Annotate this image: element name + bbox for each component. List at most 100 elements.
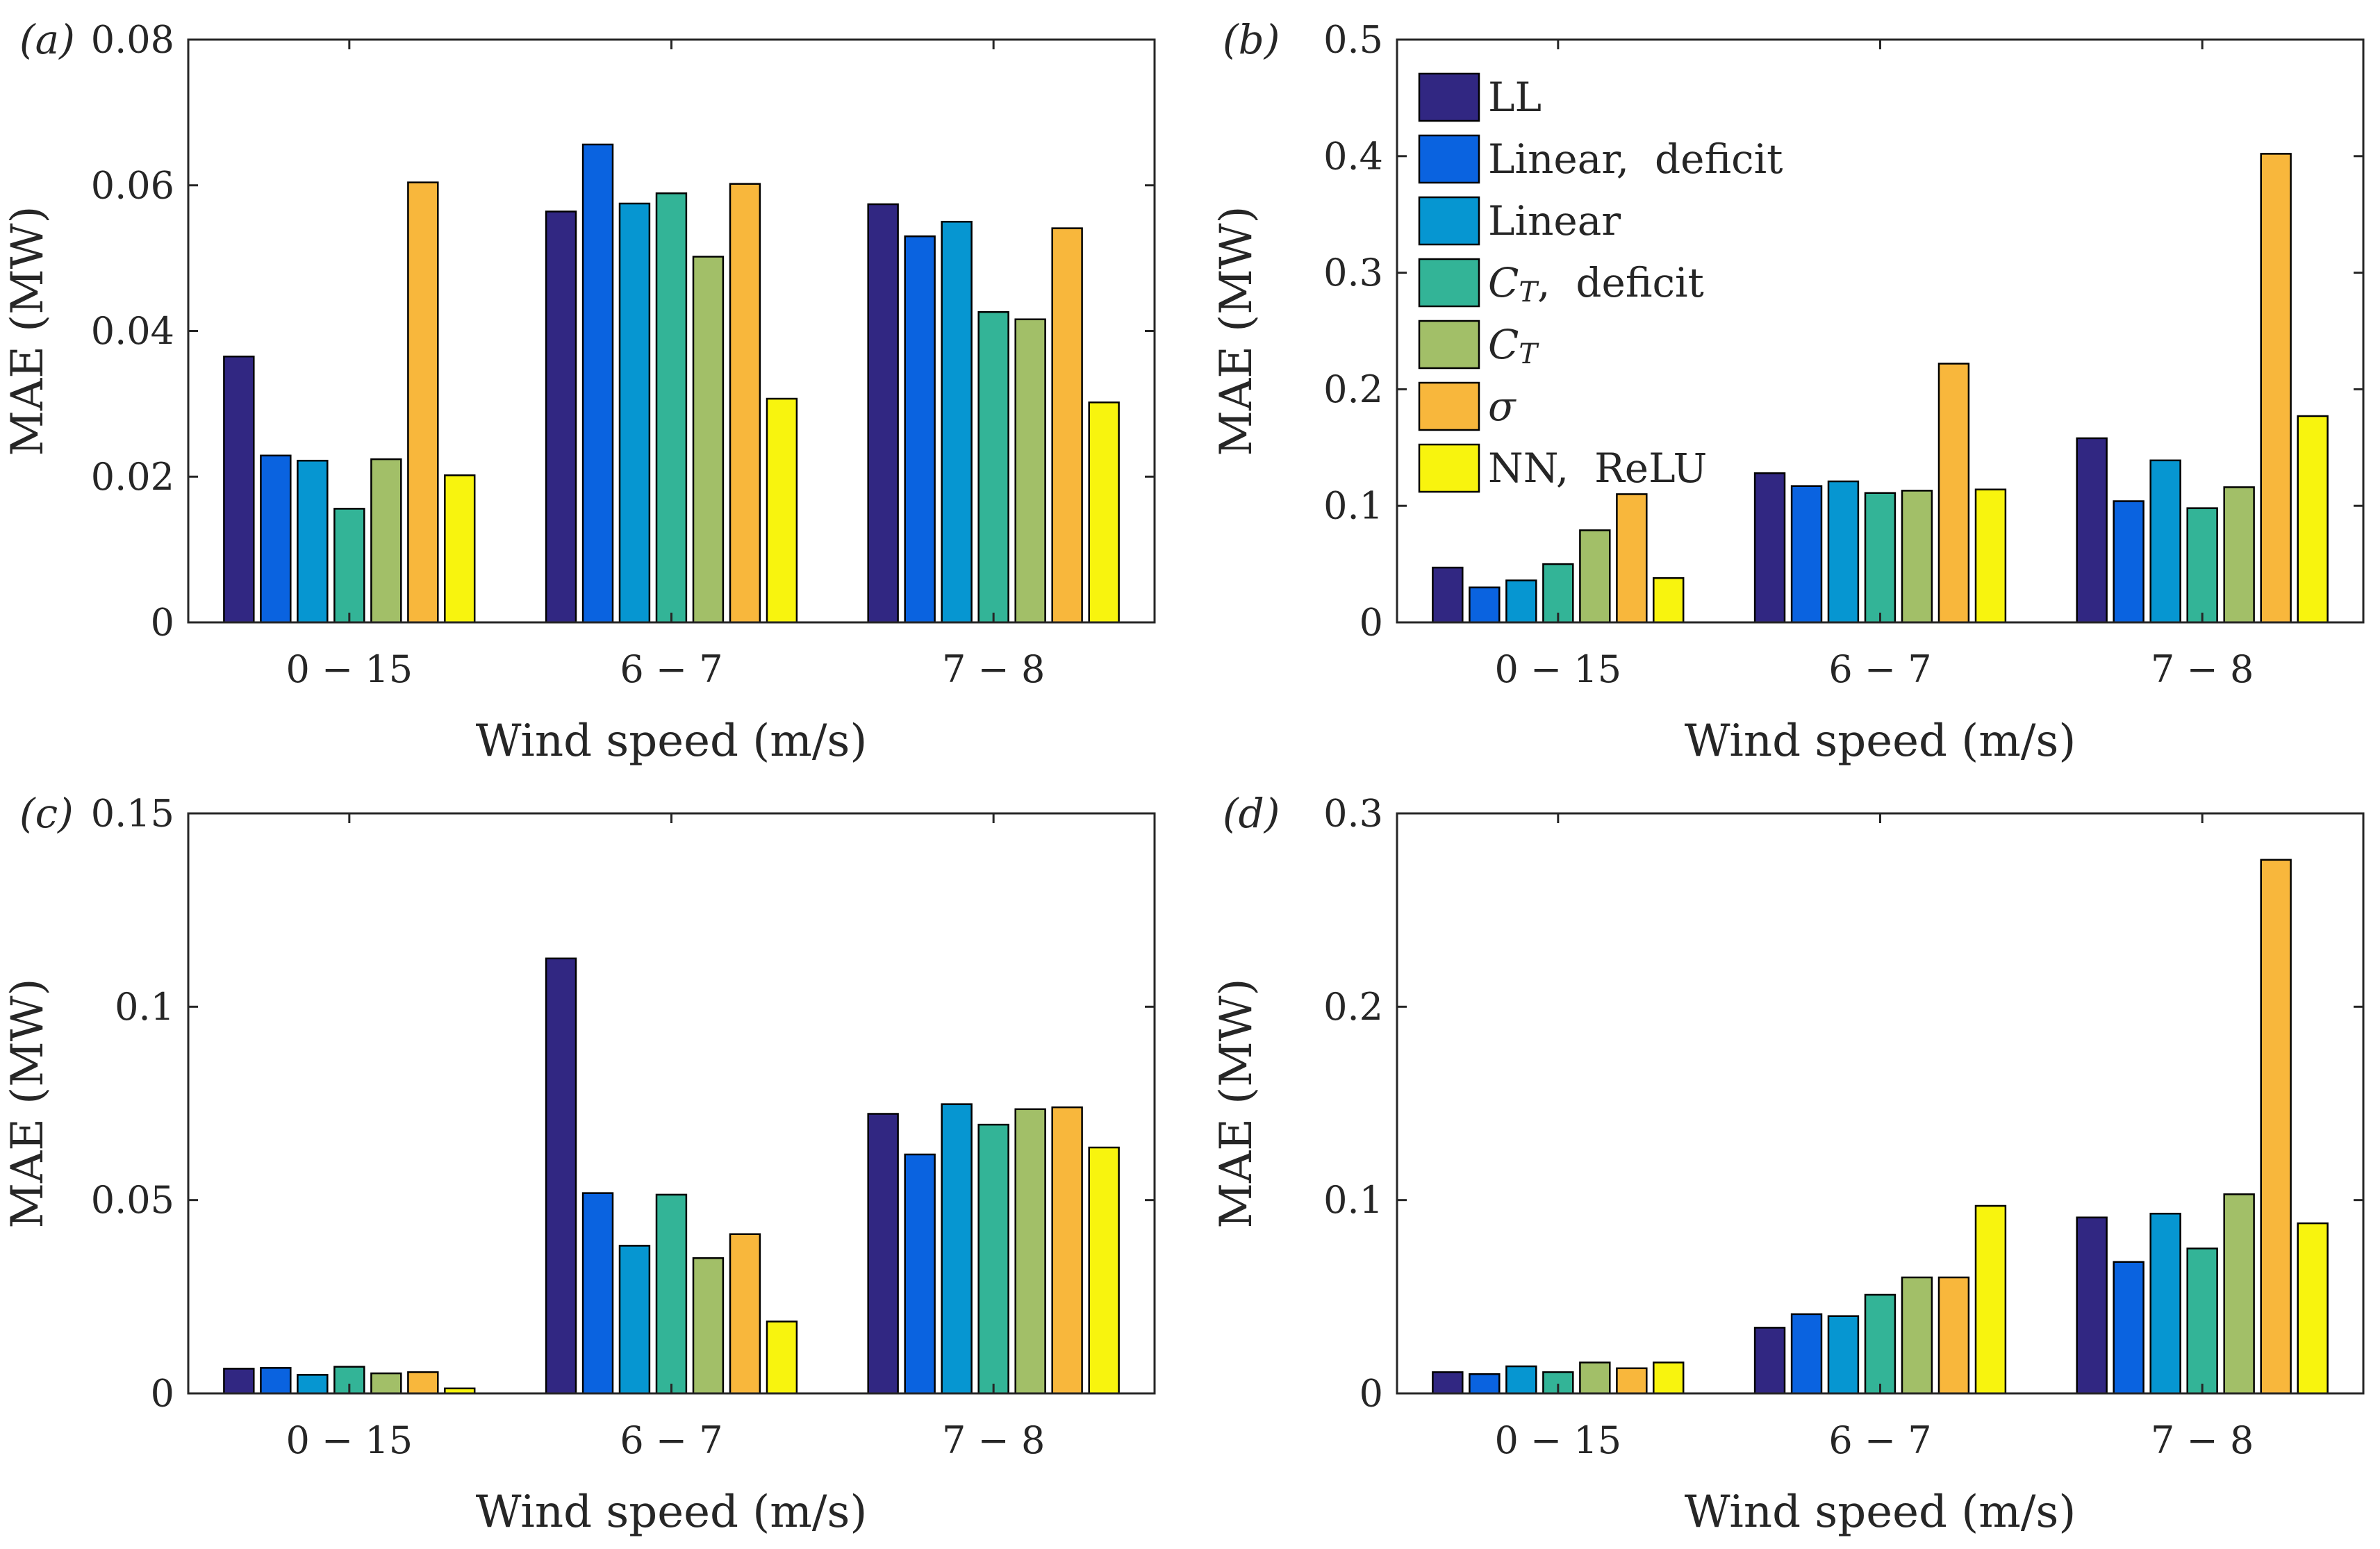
chart-panel-2: 0 0.05 0.1 0.15 0 − 15 6 − 7 7 − 8 Wind speed (… [2,790,1156,1538]
legend-label-: σ [1488,383,1517,430]
bar-linear-0-15 [297,1374,329,1395]
x-tick-label: 6 − 7 [1828,647,1931,691]
y-tick-label: 0.1 [1323,1178,1383,1222]
y-tick-label: 0.08 [91,18,174,62]
y-axis-label: MAE (MW) [1211,206,1262,456]
bar--6-7 [1937,363,1970,624]
bar--6-7 [729,1233,761,1395]
bar--7-8 [2260,153,2292,624]
bar-linear-deficit-6-7 [581,1192,614,1395]
panel-label: (b) [1223,16,1280,63]
bar-ll-6-7 [545,210,577,624]
bar-c-t-7-8 [2223,1193,2255,1395]
chart-panel-0: 0 0.02 0.04 0.06 0.08 0 − 15 6 − 7 7 − 8 Wind sp… [2,16,1156,767]
bar--0-15 [1616,1367,1648,1395]
bar-ll-7-8 [867,203,899,624]
bar-linear-deficit-7-8 [904,1153,936,1395]
y-tick-label: 0.1 [1323,484,1383,528]
bar-linear-7-8 [941,220,973,624]
bar-ll-7-8 [2076,1216,2108,1395]
y-tick-label: 0.15 [91,792,174,836]
bar-linear-6-7 [618,202,651,624]
bar-linear-deficit-7-8 [904,235,936,624]
x-tick-label: 6 − 7 [1828,1418,1931,1462]
legend-swatch-linear [1418,196,1480,246]
x-axis-label: Wind speed (m/s) [1685,1486,2076,1538]
bar-ll-0-15 [223,355,255,624]
bar-c-t-deficit-6-7 [655,1193,688,1395]
y-tick-label: 0.04 [91,309,174,353]
y-tick-label: 0.05 [91,1178,174,1222]
bar-nn-relu-6-7 [1974,1204,2007,1395]
bar-nn-relu-7-8 [1088,401,1120,624]
bar-c-t-deficit-7-8 [977,310,1009,624]
y-tick-label: 0.2 [1323,985,1383,1029]
bar-c-t-6-7 [692,1257,725,1395]
y-tick-label: 0.06 [91,163,174,207]
x-tick-label: 7 − 8 [942,647,1045,691]
y-axis-label: MAE (MW) [2,978,53,1228]
bar-c-t-7-8 [1014,1108,1046,1395]
bar-c-t-6-7 [1901,1276,1933,1395]
x-tick-label: 6 − 7 [620,647,722,691]
legend-swatch-ll [1418,72,1480,122]
y-tick-label: 0.5 [1323,18,1383,62]
bar-linear-deficit-7-8 [2113,1261,2145,1395]
bar-ll-0-15 [223,1368,255,1395]
bar-linear-deficit-0-15 [260,454,292,624]
x-tick-label: 0 − 15 [1495,647,1622,691]
bar-c-t-deficit-7-8 [977,1123,1009,1395]
legend-swatch-c-t-deficit [1418,258,1480,308]
bar-linear-deficit-6-7 [1790,485,1823,624]
legend-label-nn-relu: NN, ReLU [1488,445,1707,492]
y-tick-label: 0 [1360,1372,1383,1416]
y-tick-label: 0.3 [1323,792,1383,836]
bar-linear-0-15 [1505,1365,1537,1395]
bar-nn-relu-6-7 [766,397,798,624]
panel-label: (c) [19,790,74,837]
bar-c-t-0-15 [370,1372,402,1395]
bar--7-8 [2260,859,2292,1395]
x-axis-label: Wind speed (m/s) [476,715,868,767]
bar-c-t-deficit-6-7 [1864,492,1896,624]
legend-label-c-t-deficit: CT, deficit [1488,259,1704,308]
bar--0-15 [407,181,439,624]
bar-ll-6-7 [1753,472,1786,624]
bar-nn-relu-0-15 [1653,577,1685,624]
legend-swatch- [1418,381,1480,431]
legend-swatch-linear-deficit [1418,134,1480,184]
bar-ll-0-15 [1432,1371,1464,1395]
y-tick-label: 0 [151,1372,174,1416]
bar--7-8 [1051,1106,1083,1395]
x-tick-label: 0 − 15 [286,1418,413,1462]
bar-c-t-7-8 [1014,318,1046,624]
bar--0-15 [1616,493,1648,624]
bar-c-t-0-15 [1579,1361,1611,1395]
x-tick-label: 0 − 15 [1495,1418,1622,1462]
bar-linear-0-15 [297,459,329,624]
x-tick-label: 6 − 7 [620,1418,722,1462]
bar--6-7 [729,183,761,624]
x-tick-label: 7 − 8 [2151,647,2254,691]
bar-nn-relu-7-8 [1088,1146,1120,1395]
y-tick-label: 0.1 [115,985,174,1029]
y-tick-label: 0.4 [1323,134,1383,178]
y-tick-label: 0 [1360,601,1383,645]
bar-linear-deficit-6-7 [1790,1313,1823,1395]
x-axis-label: Wind speed (m/s) [476,1486,868,1538]
legend-swatch-c-t [1418,320,1480,370]
y-axis-label: MAE (MW) [1211,978,1262,1228]
bar-nn-relu-6-7 [1974,488,2007,624]
bar-ll-6-7 [545,957,577,1395]
bar-nn-relu-0-15 [444,474,476,624]
bar-c-t-6-7 [692,256,725,624]
legend-label-ll: LL [1488,74,1542,121]
panel-label: (d) [1223,790,1280,837]
y-tick-label: 0.3 [1323,251,1383,295]
bar-linear-7-8 [2149,1212,2181,1395]
legend-swatch-nn-relu [1418,443,1480,493]
bar-c-t-deficit-6-7 [655,192,688,624]
bar-nn-relu-7-8 [2297,1222,2329,1395]
bar-c-t-deficit-7-8 [2186,1248,2218,1395]
bar-linear-7-8 [2149,459,2181,624]
